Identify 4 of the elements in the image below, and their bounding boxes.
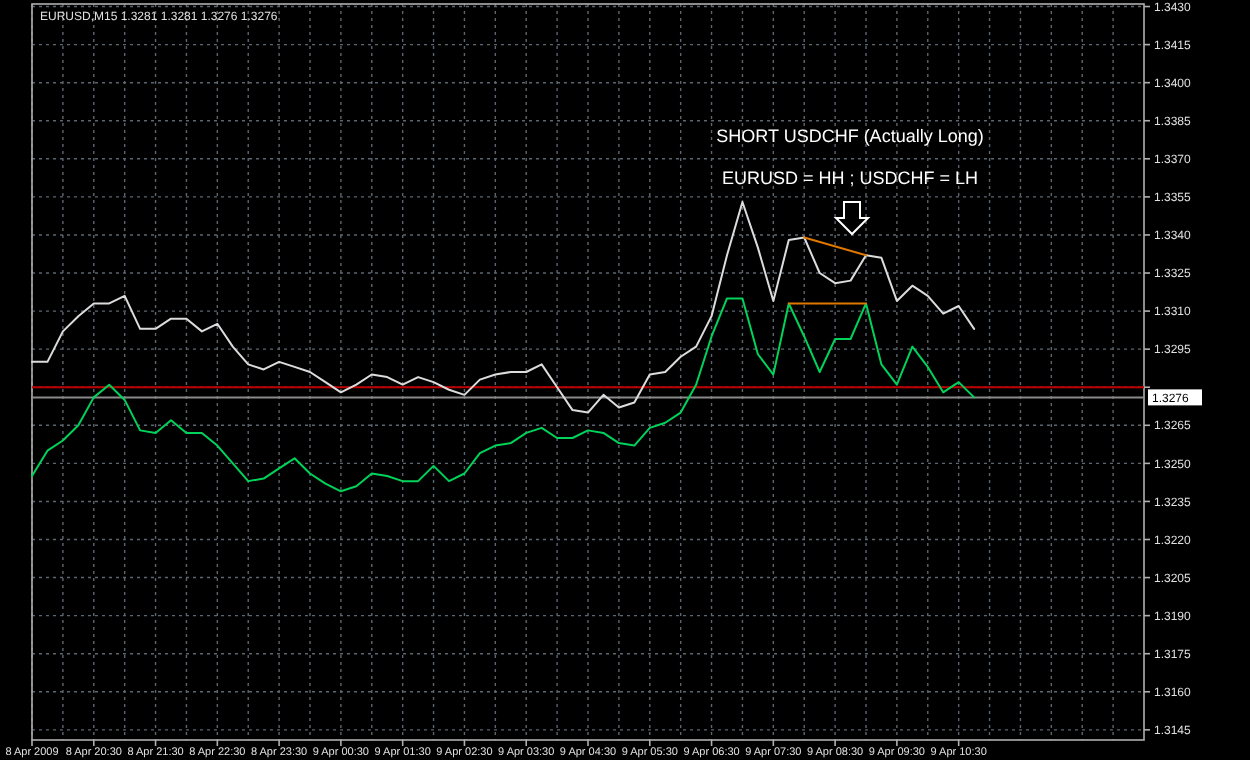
annotation: EURUSD = HH ; USDCHF = LH [721,168,979,188]
line-series [31,200,976,414]
line-series [31,297,976,493]
annotation: SHORT USDCHF (Actually Long) [716,126,984,146]
